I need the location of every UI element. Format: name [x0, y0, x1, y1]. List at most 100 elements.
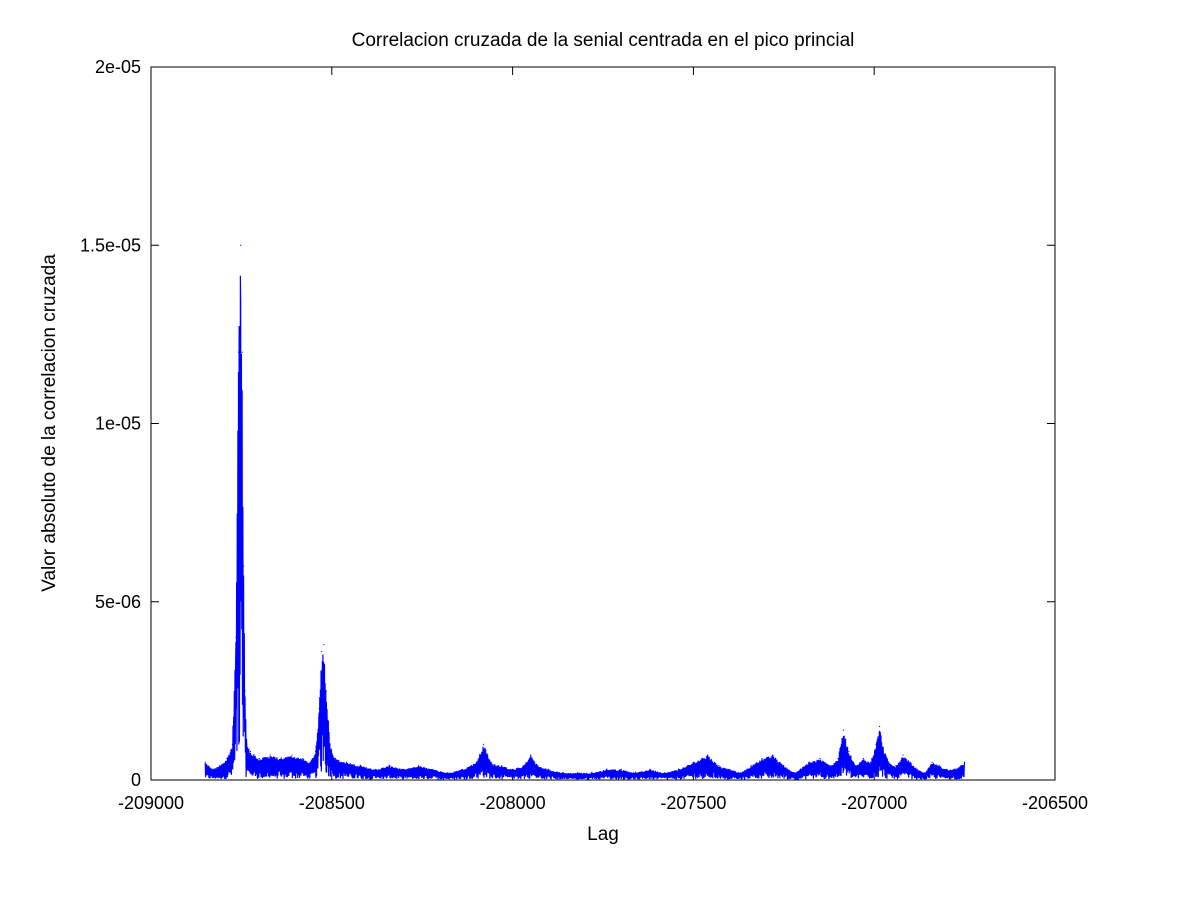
data-point [329, 743, 331, 745]
data-point [830, 765, 832, 767]
data-point [269, 754, 271, 756]
data-point [325, 690, 327, 692]
data-point [855, 765, 857, 767]
data-point [960, 765, 962, 767]
data-point [862, 758, 864, 760]
data-point [360, 765, 362, 767]
data-point [888, 761, 890, 763]
data-point [761, 758, 763, 760]
data-point [620, 768, 622, 770]
data-point [794, 772, 796, 774]
data-point [417, 765, 420, 767]
data-point [548, 768, 550, 770]
y-tick-label: 5e-06 [95, 592, 141, 612]
data-point [808, 761, 810, 763]
data-point [291, 754, 293, 756]
data-point [649, 768, 651, 770]
data-point [389, 765, 391, 767]
data-point [916, 768, 919, 770]
data-point [964, 761, 966, 763]
data-point [204, 761, 206, 763]
x-tick-label: -209000 [118, 793, 184, 813]
data-point [321, 651, 323, 653]
data-point [879, 725, 881, 728]
data-point [537, 765, 539, 767]
y-tick-label: 0 [131, 770, 141, 790]
data-point [953, 768, 955, 770]
data-point [739, 772, 742, 774]
data-point [875, 743, 877, 745]
data-point [432, 768, 434, 770]
data-point [258, 758, 261, 760]
data-point [895, 765, 897, 767]
data-point [240, 244, 242, 246]
y-tick-labels: 0 5e-06 1e-05 1.5e-05 2e-05 [80, 57, 141, 790]
x-tick-label: -208000 [480, 793, 546, 813]
series-layer [204, 244, 966, 780]
y-tick-label: 1.5e-05 [80, 235, 141, 255]
data-point [511, 768, 514, 770]
x-tick-label: -207000 [841, 793, 907, 813]
data-point [663, 772, 666, 774]
data-point [231, 743, 233, 745]
data-point [692, 761, 695, 763]
x-axis-title: Lag [587, 824, 619, 845]
axis-ticks [150, 66, 1056, 781]
x-tick-label: -207500 [660, 793, 726, 813]
x-tick-labels: -209000 -208500 -208000 -207500 -207000 -2065… [118, 793, 1088, 813]
data-point [530, 754, 532, 756]
data-point [728, 768, 731, 770]
data-point [461, 768, 463, 770]
data-point [909, 761, 911, 763]
data-point [490, 761, 492, 763]
data-point [819, 758, 821, 760]
data-point [237, 351, 240, 353]
series-trace [204, 275, 966, 780]
data-point [345, 761, 347, 763]
data-point [246, 743, 248, 745]
data-point [931, 761, 933, 763]
data-point [403, 768, 405, 770]
data-point [869, 761, 872, 763]
data-point [318, 708, 320, 710]
data-point [678, 768, 680, 770]
data-point [309, 761, 311, 763]
y-tick-label: 2e-05 [95, 57, 141, 77]
data-point [334, 758, 337, 760]
data-point [783, 765, 785, 767]
plot-frame [150, 66, 1056, 781]
data-point [842, 729, 845, 731]
data-point [634, 772, 637, 774]
data-point [226, 758, 228, 760]
data-point [772, 754, 774, 756]
data-point [241, 351, 243, 353]
data-point [924, 772, 926, 774]
data-point [280, 758, 282, 760]
data-point [302, 758, 304, 760]
data-point [211, 768, 214, 770]
data-point [837, 758, 839, 760]
y-tick-label: 1e-05 [95, 414, 141, 434]
data-point [750, 765, 752, 767]
data-point [606, 768, 608, 770]
data-point [446, 772, 449, 774]
data-point [707, 754, 709, 756]
data-point [938, 765, 940, 767]
data-point [219, 765, 221, 767]
data-point [323, 643, 325, 646]
x-tick-label: -208500 [299, 793, 365, 813]
y-axis-title: Valor absoluto de la correlacion cruzada [39, 254, 60, 592]
data-point [591, 772, 593, 774]
data-point [314, 750, 317, 753]
data-point [374, 768, 376, 770]
data-point [244, 690, 246, 692]
data-point [945, 768, 948, 770]
chart-title: Correlacion cruzada de la senial centrad… [352, 30, 855, 51]
data-point [522, 765, 525, 767]
data-point [718, 765, 720, 767]
data-point [577, 772, 579, 774]
data-point [848, 750, 850, 753]
data-point [501, 765, 503, 767]
data-point [562, 772, 564, 774]
